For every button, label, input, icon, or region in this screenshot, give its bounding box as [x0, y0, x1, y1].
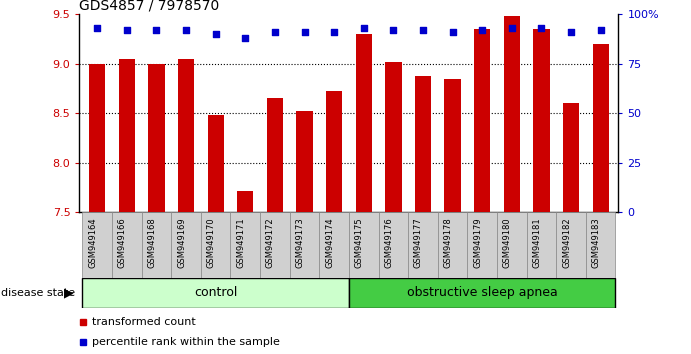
Bar	[112, 212, 142, 278]
Point	[595, 27, 606, 33]
Bar	[586, 212, 616, 278]
Text: GSM949177: GSM949177	[414, 217, 423, 268]
Bar	[260, 212, 290, 278]
Point	[151, 27, 162, 33]
Point	[565, 29, 576, 35]
Point	[240, 35, 251, 41]
Point	[299, 29, 310, 35]
Text: GSM949179: GSM949179	[473, 217, 482, 268]
Text: control: control	[194, 286, 238, 299]
Bar	[474, 29, 491, 212]
Bar	[82, 278, 349, 308]
Text: GSM949176: GSM949176	[384, 217, 393, 268]
Text: obstructive sleep apnea: obstructive sleep apnea	[407, 286, 558, 299]
Bar	[171, 212, 201, 278]
Bar	[296, 111, 312, 212]
Bar	[527, 212, 556, 278]
Text: GSM949181: GSM949181	[533, 217, 542, 268]
Bar	[178, 59, 194, 212]
Text: GSM949164: GSM949164	[88, 217, 97, 268]
Bar	[497, 212, 527, 278]
Point	[180, 27, 191, 33]
Bar	[356, 34, 372, 212]
Bar	[326, 91, 342, 212]
Bar	[563, 103, 579, 212]
Point	[447, 29, 458, 35]
Text: GSM949175: GSM949175	[354, 217, 363, 268]
Point	[329, 29, 340, 35]
Text: GSM949174: GSM949174	[325, 217, 334, 268]
Text: GSM949170: GSM949170	[207, 217, 216, 268]
Bar	[592, 44, 609, 212]
Point	[388, 27, 399, 33]
Bar	[504, 16, 520, 212]
Point	[122, 27, 133, 33]
Text: GSM949178: GSM949178	[444, 217, 453, 268]
Text: GSM949171: GSM949171	[236, 217, 245, 268]
Bar	[89, 64, 105, 212]
Bar	[237, 190, 254, 212]
Point	[358, 25, 369, 31]
Text: GDS4857 / 7978570: GDS4857 / 7978570	[79, 0, 220, 13]
Text: GSM949168: GSM949168	[147, 217, 156, 268]
Bar	[385, 62, 401, 212]
Text: GSM949173: GSM949173	[296, 217, 305, 268]
Bar	[438, 212, 467, 278]
Bar	[207, 115, 224, 212]
Text: GSM949180: GSM949180	[503, 217, 512, 268]
Point	[210, 31, 221, 37]
Bar	[231, 212, 260, 278]
Point	[477, 27, 488, 33]
Bar	[444, 79, 461, 212]
Text: ▶: ▶	[64, 286, 74, 299]
Bar	[267, 98, 283, 212]
Text: transformed count: transformed count	[93, 318, 196, 327]
Text: percentile rank within the sample: percentile rank within the sample	[93, 337, 281, 347]
Bar	[319, 212, 349, 278]
Bar	[82, 212, 112, 278]
Point	[536, 25, 547, 31]
Bar	[415, 76, 431, 212]
Point	[269, 29, 281, 35]
Bar	[119, 59, 135, 212]
Bar	[349, 212, 379, 278]
Text: disease state: disease state	[1, 288, 75, 298]
Text: GSM949169: GSM949169	[177, 217, 186, 268]
Point	[507, 25, 518, 31]
Bar	[467, 212, 497, 278]
Text: GSM949182: GSM949182	[562, 217, 571, 268]
Text: GSM949166: GSM949166	[118, 217, 127, 268]
Bar	[556, 212, 586, 278]
Bar	[379, 212, 408, 278]
Bar	[533, 29, 549, 212]
Bar	[408, 212, 438, 278]
Text: GSM949172: GSM949172	[266, 217, 275, 268]
Text: GSM949183: GSM949183	[591, 217, 600, 268]
Bar	[349, 278, 616, 308]
Bar	[149, 64, 164, 212]
Bar	[142, 212, 171, 278]
Bar	[201, 212, 231, 278]
Point	[417, 27, 428, 33]
Bar	[290, 212, 319, 278]
Point	[92, 25, 103, 31]
